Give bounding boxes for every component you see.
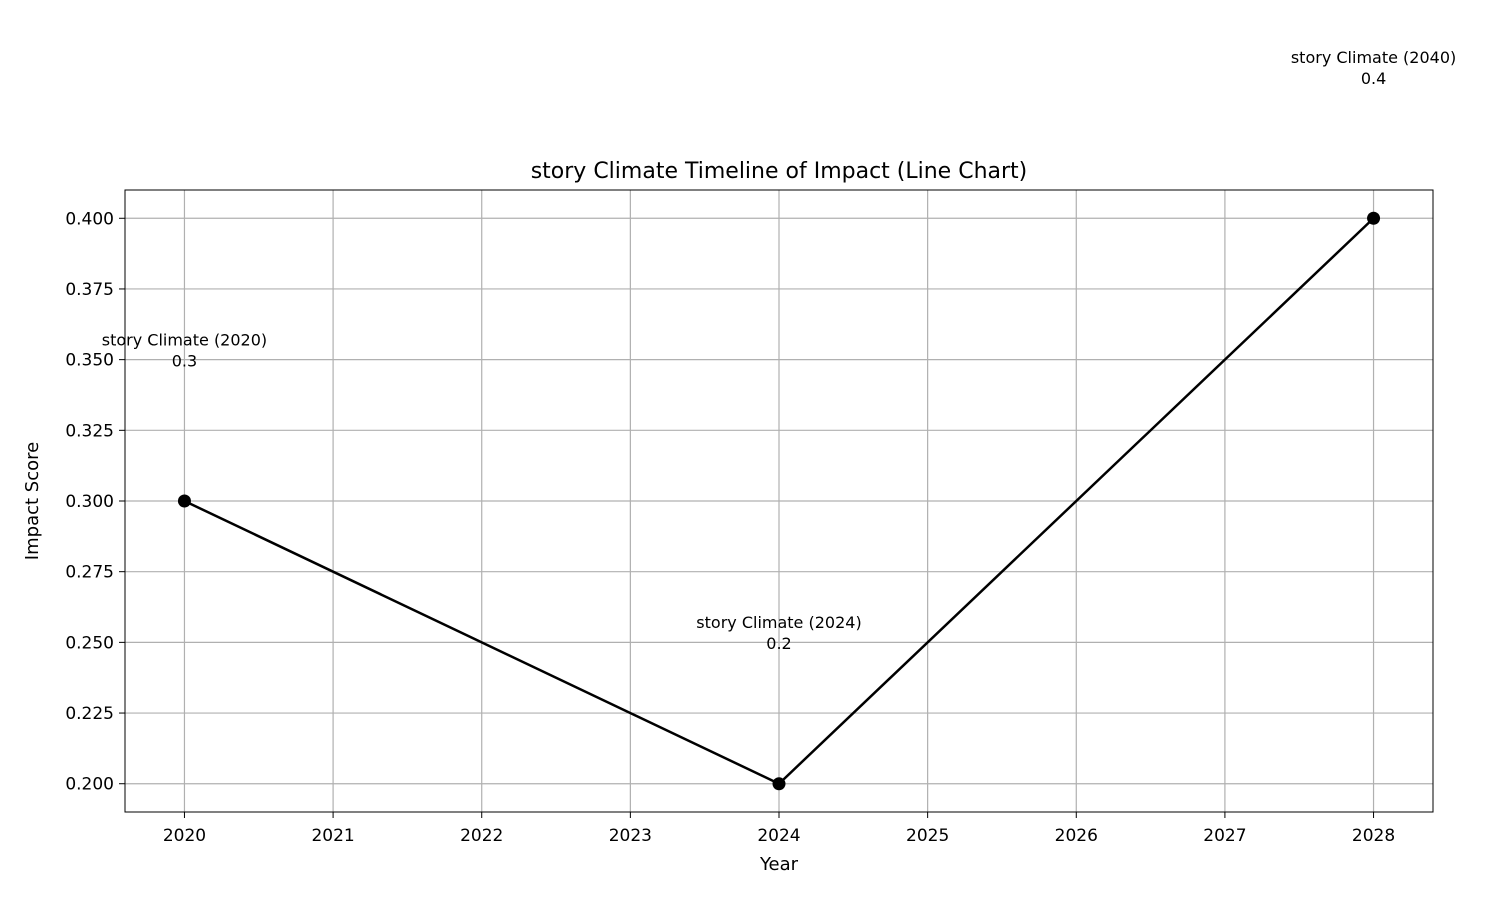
grid — [125, 190, 1433, 812]
y-axis-label: Impact Score — [22, 442, 43, 560]
annotations: story Climate (2020) 0.3 story Climate (20… — [102, 48, 1456, 653]
y-tick-label: 0.325 — [65, 421, 114, 441]
x-tick-label: 2025 — [906, 826, 949, 846]
annotation-value: 0.2 — [766, 634, 791, 653]
axis-ticks: 2020 2021 2022 2023 2024 2025 2026 2027 20280.20… — [65, 209, 1395, 846]
x-tick-label: 2027 — [1203, 826, 1246, 846]
y-tick-label: 0.200 — [65, 775, 114, 795]
x-tick-label: 2026 — [1055, 826, 1098, 846]
annotation-label: story Climate (2020) — [102, 331, 267, 350]
y-tick-label: 0.375 — [65, 280, 114, 300]
series-group — [177, 211, 1381, 791]
x-tick-label: 2023 — [609, 826, 652, 846]
annotation-label: story Climate (2040) — [1291, 48, 1456, 67]
data-point — [772, 777, 786, 791]
x-tick-label: 2021 — [311, 826, 354, 846]
y-tick-label: 0.275 — [65, 563, 114, 583]
annotation-value: 0.3 — [172, 352, 197, 371]
y-tick-label: 0.225 — [65, 704, 114, 724]
y-tick-label: 0.400 — [65, 209, 114, 229]
data-point — [1367, 211, 1381, 225]
y-tick-label: 0.250 — [65, 633, 114, 653]
x-tick-label: 2020 — [163, 826, 206, 846]
chart-title: story Climate Timeline of Impact (Line C… — [531, 159, 1028, 184]
annotation-label: story Climate (2024) — [696, 613, 861, 632]
x-tick-label: 2024 — [757, 826, 800, 846]
x-tick-label: 2028 — [1352, 826, 1395, 846]
annotation-value: 0.4 — [1361, 69, 1386, 88]
data-point — [177, 494, 191, 508]
y-tick-label: 0.300 — [65, 492, 114, 512]
y-tick-label: 0.350 — [65, 351, 114, 371]
x-tick-label: 2022 — [460, 826, 503, 846]
x-axis-label: Year — [759, 854, 799, 875]
